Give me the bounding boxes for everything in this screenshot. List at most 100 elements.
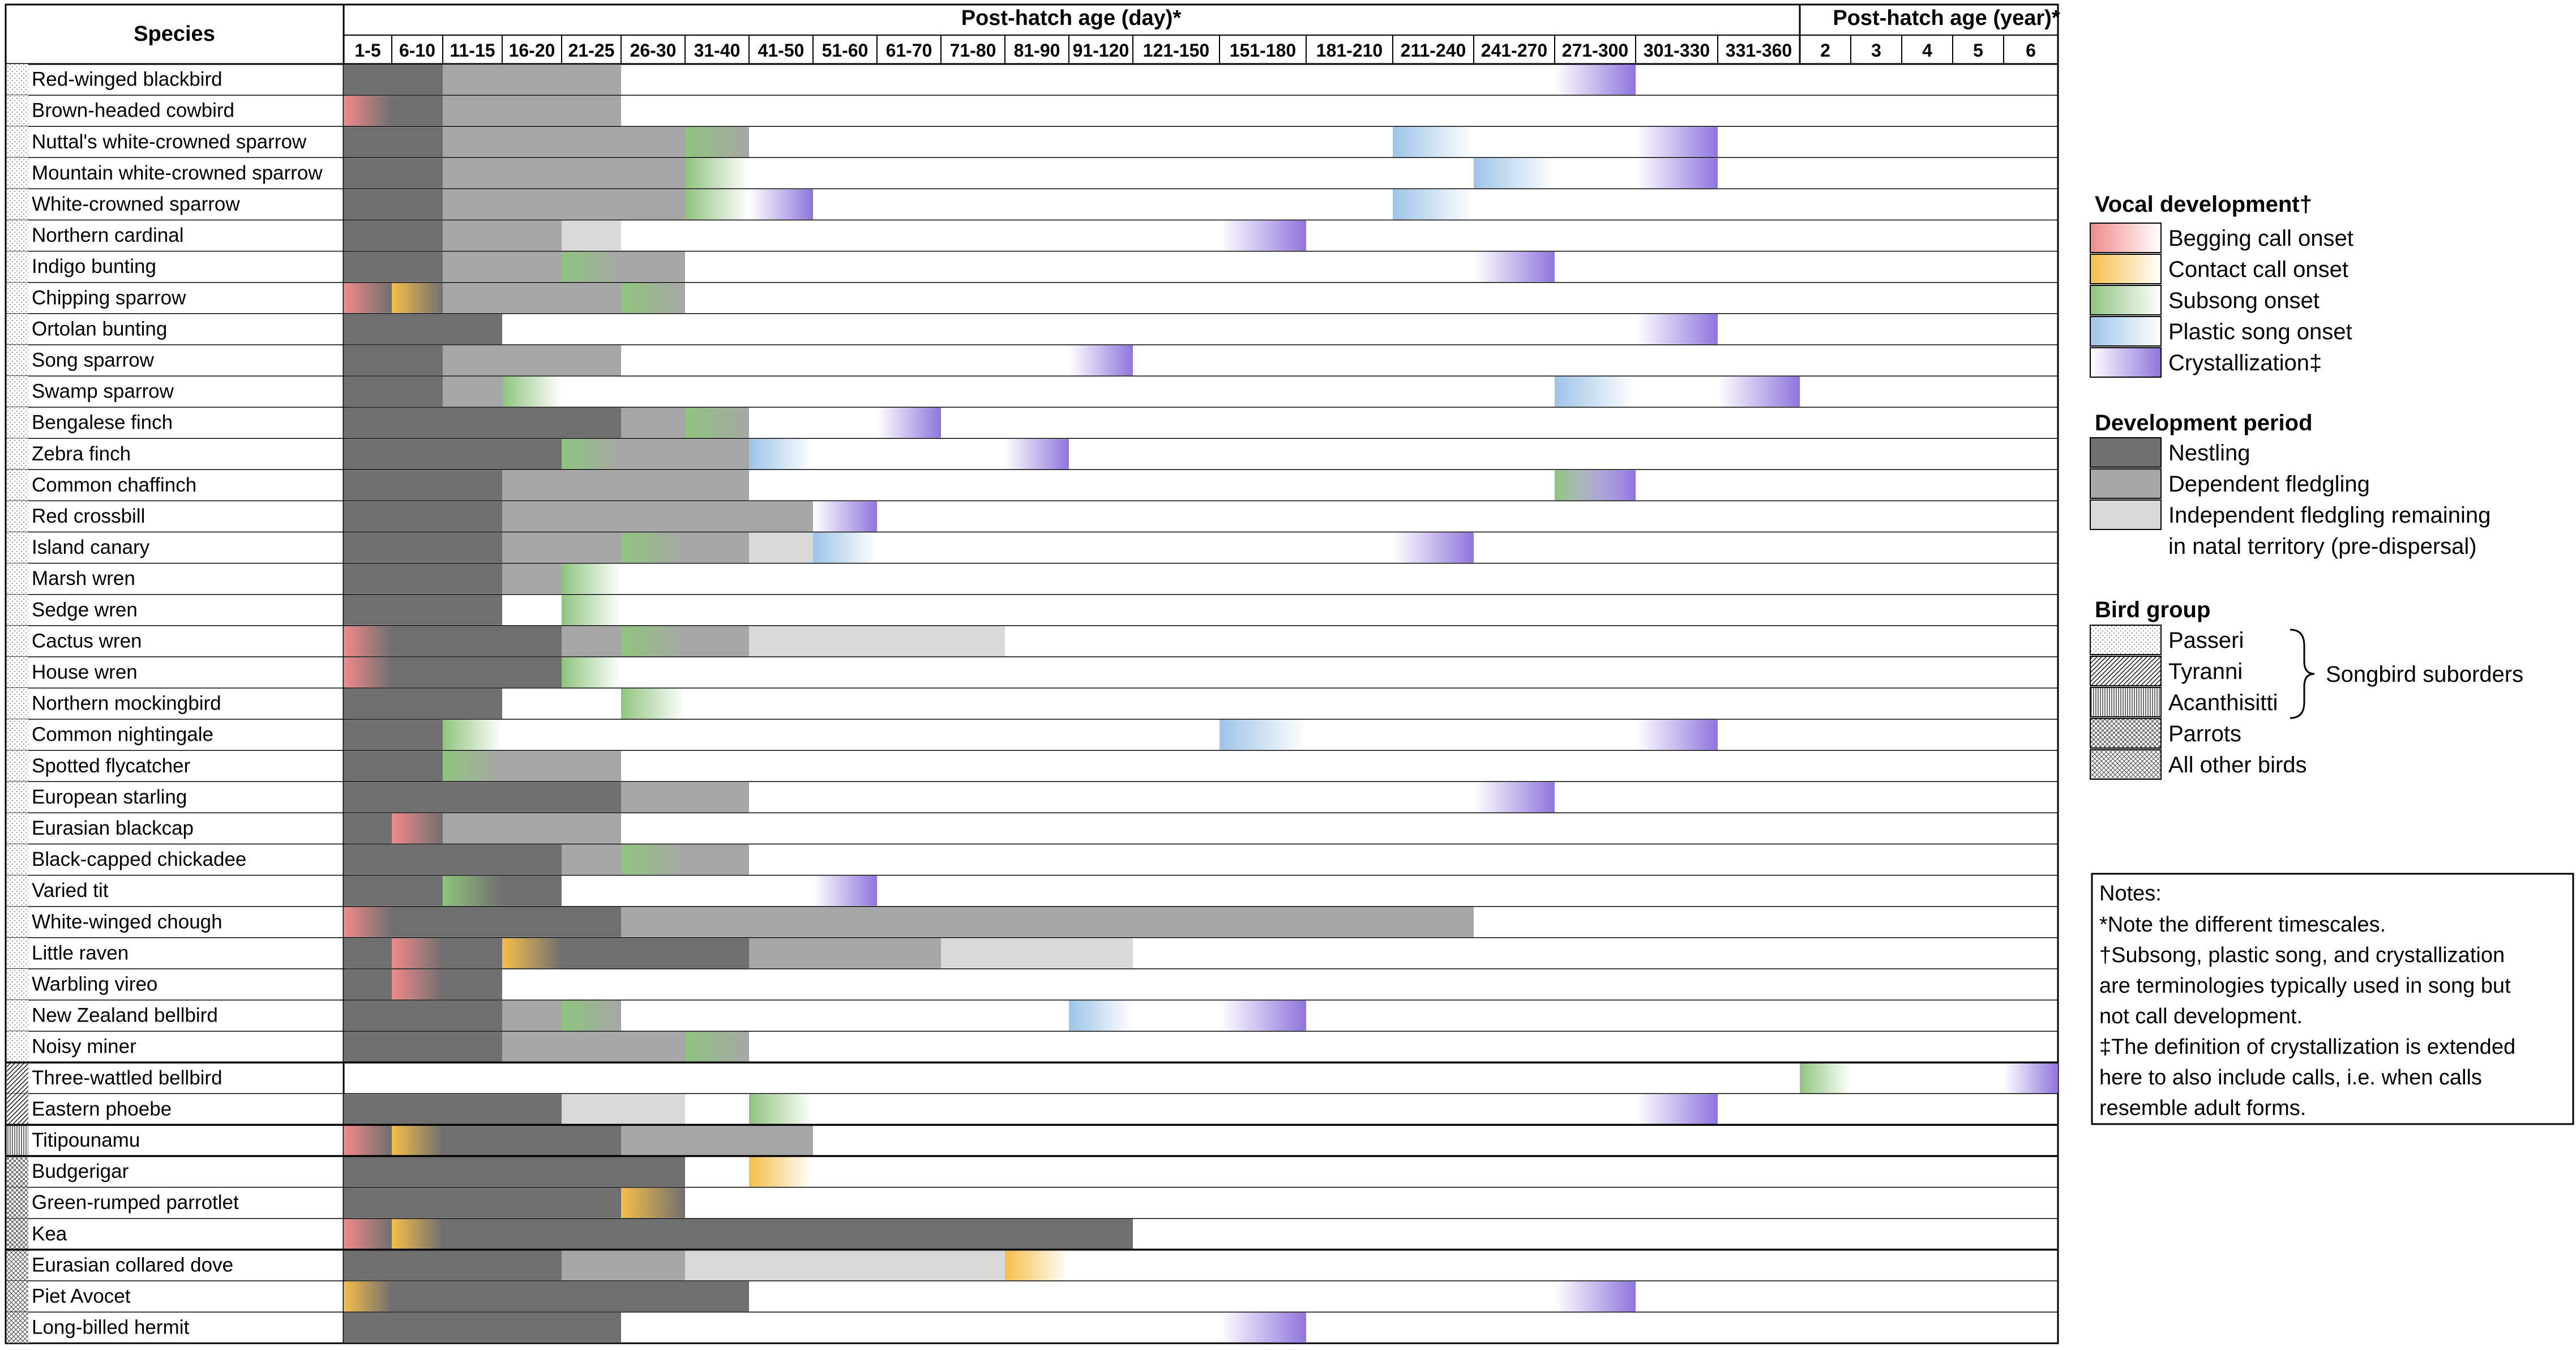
species-row: Black-capped chickadee [6,844,2058,876]
begging-marker [344,96,392,126]
bird-group-swatch [7,251,28,283]
dependent-fledgling-period [443,96,621,126]
nestling-period [344,345,443,375]
vocal-legend-label: Contact call onset [2168,257,2348,282]
nestling-period [344,127,443,157]
nestling-period [344,1250,562,1280]
column-tick-label: 51-60 [822,40,868,61]
species-name: Green-rumped parrotlet [32,1191,239,1214]
column-tick-label: 41-50 [758,40,805,61]
column-tick-label: 271-300 [1562,40,1628,61]
species-name: Eurasian blackcap [32,817,194,839]
suborder-label: Songbird suborders [2326,662,2523,687]
period-legend-label: Dependent fledgling [2168,472,2370,497]
plastic-marker [1219,720,1306,750]
species-row: Nuttal's white-crowned sparrow [6,126,2058,159]
column-tick-label: 3 [1871,40,1881,61]
species-name: Piet Avocet [32,1285,131,1307]
bird-group-swatch [7,282,28,314]
note-line: here to also include calls, i.e. when ca… [2099,1066,2482,1090]
bird-group-swatch [7,157,28,189]
species-row: Eurasian blackcap [6,813,2058,845]
bird-group-swatch [7,95,28,127]
column-tick-label: 4 [1922,40,1932,61]
crystal-marker [1474,251,1555,282]
crystal-marker [1474,782,1555,813]
species-name: Kea [32,1223,67,1245]
crystal-marker [877,408,941,438]
species-name: Noisy miner [32,1036,136,1058]
species-row: New Zealand bellbird [6,1000,2058,1032]
species-name: Mountain white-crowned sparrow [32,162,323,184]
species-row: Mountain white-crowned sparrow [6,157,2058,190]
dependent-fledgling-period [443,220,562,251]
bird-group-swatch [7,344,28,376]
dependent-fledgling-period [443,345,621,375]
group-legend-label: Acanthisitti [2168,690,2278,715]
group-legend-label: Tyranni [2168,659,2243,684]
column-tick-label: 91-120 [1073,40,1129,61]
period-legend-title: Development period [2095,411,2313,435]
bird-group-swatch [7,813,28,844]
subsong-marker [562,563,621,594]
note-line: †Subsong, plastic song, and crystallizat… [2099,943,2505,967]
begging-marker [344,907,392,937]
bird-group-swatch [7,1187,28,1219]
dependent-fledgling-period [502,470,749,501]
species-name: Budgerigar [32,1160,129,1182]
species-name: Eurasian collared dove [32,1254,233,1276]
nestling-period [344,751,443,781]
crystal-marker [1069,345,1133,375]
nestling-period [344,408,621,438]
bird-group-swatch [7,1031,28,1063]
species-row: European starling [6,781,2058,814]
column-tick-label: 11-15 [450,40,495,61]
subsong-legend-swatch [2090,285,2162,315]
crystal-marker [1718,377,1800,407]
species-row: Long-billed hermit [6,1312,2058,1344]
passeri-legend-swatch [2090,625,2162,655]
nestling-period [344,470,502,501]
bird-group-swatch [7,1312,28,1344]
independent-fledgling-period [749,626,1005,656]
other-legend-swatch [2090,749,2162,780]
nestling-period [344,844,562,875]
bird-group-swatch [7,1218,28,1250]
bird-group-swatch [7,688,28,720]
note-line: not call development. [2099,1005,2303,1028]
nestling-period [344,65,443,95]
crystal-marker [1555,1281,1636,1311]
nestling-period [344,1313,621,1343]
vocal-legend-title: Vocal development† [2095,192,2312,217]
bird-group-swatch [7,875,28,907]
species-row: Little raven [6,937,2058,969]
species-name: Eastern phoebe [32,1098,172,1120]
contact-legend-swatch [2090,254,2162,284]
column-tick-label: 71-80 [950,40,996,61]
species-row: Red-winged blackbird [6,64,2058,96]
begging-marker [344,1125,392,1156]
contact-marker [1005,1250,1069,1280]
column-tick-label: 241-270 [1481,40,1547,61]
column-tick-label: 1-5 [354,40,380,61]
column-tick-label: 16-20 [509,40,555,61]
column-tick-label: 5 [1973,40,1983,61]
vocal-legend-label: Begging call onset [2168,226,2354,251]
independent-fledgling-period [749,532,813,563]
dependent-legend-swatch [2090,468,2162,499]
species-row: Marsh wren [6,563,2058,595]
dependent-fledgling-period [443,813,621,844]
bird-group-swatch [7,1062,28,1094]
bird-group-swatch [7,220,28,251]
bird-group-swatch [7,750,28,782]
bird-group-swatch [7,1280,28,1312]
species-row: Titipounamu [6,1125,2058,1157]
subsong-marker [621,689,685,719]
nestling-period [344,1281,749,1311]
species-name: Spotted flycatcher [32,755,190,777]
vocal-legend-label: Subsong onset [2168,288,2320,313]
bird-group-swatch [7,656,28,688]
nestling-period [344,1094,562,1125]
species-row: House wren [6,656,2058,689]
